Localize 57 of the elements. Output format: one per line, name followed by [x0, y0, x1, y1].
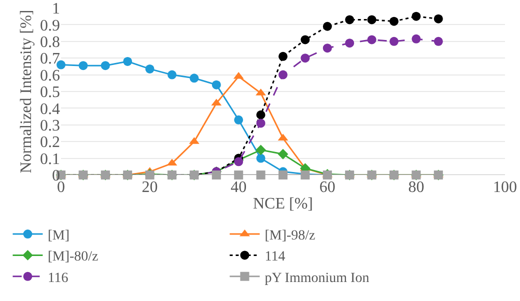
- y-axis-title: Normalized Intensity [%]: [18, 10, 35, 174]
- point: [322, 22, 332, 31]
- point: [123, 56, 132, 66]
- point: [145, 64, 154, 74]
- y-tick-label: 0.1: [40, 150, 60, 168]
- point: [367, 15, 376, 24]
- point: [434, 14, 443, 24]
- point: [78, 61, 88, 70]
- point: [367, 35, 376, 44]
- point: [234, 170, 244, 180]
- y-tick-label: 0.5: [40, 84, 60, 102]
- point: [412, 12, 421, 21]
- y-tick-label: 1: [52, 0, 60, 18]
- point: [300, 35, 310, 44]
- legend-label: 116: [48, 270, 68, 286]
- legend-label: [M]-98/z: [264, 228, 316, 244]
- y-tick-label: 0.8: [40, 34, 60, 51]
- x-tick-label: 80: [408, 179, 424, 196]
- point: [390, 36, 398, 46]
- point: [256, 118, 266, 128]
- y-tick-label: 0.4: [40, 100, 60, 118]
- point: [234, 115, 244, 124]
- point: [212, 80, 221, 90]
- legend-label: 114: [264, 250, 286, 265]
- legend-label: [M]-80/z: [48, 250, 98, 265]
- point: [190, 74, 199, 83]
- x-tick-label: 20: [142, 179, 158, 196]
- point: [278, 148, 288, 160]
- y-tick-label: 0.6: [40, 67, 60, 84]
- point: [322, 44, 332, 53]
- point: [234, 157, 244, 166]
- x-tick-label: 60: [319, 179, 336, 196]
- point: [100, 61, 110, 70]
- y-tick-label: 0.9: [40, 17, 60, 34]
- point: [212, 170, 221, 180]
- point: [390, 16, 398, 26]
- legend-label: pY Immonium Ion: [264, 270, 370, 286]
- point: [412, 34, 421, 44]
- x-tick-label: 40: [230, 179, 247, 196]
- point: [256, 170, 266, 180]
- y-tick-label: 0.7: [40, 50, 60, 68]
- point: [434, 36, 443, 46]
- point: [278, 70, 288, 80]
- point: [278, 170, 288, 180]
- point: [256, 110, 266, 120]
- x-tick-label: 100: [493, 179, 517, 196]
- point: [256, 154, 266, 163]
- point: [300, 54, 310, 63]
- y-tick-label: 0.3: [40, 118, 60, 134]
- point: [256, 144, 266, 156]
- x-axis-title: NCE [%]: [253, 196, 313, 213]
- y-tick-label: 0.2: [40, 134, 60, 152]
- point: [168, 70, 176, 80]
- point: [345, 38, 354, 48]
- point: [278, 52, 288, 61]
- legend-label: [M]: [48, 228, 70, 244]
- point: [345, 15, 354, 24]
